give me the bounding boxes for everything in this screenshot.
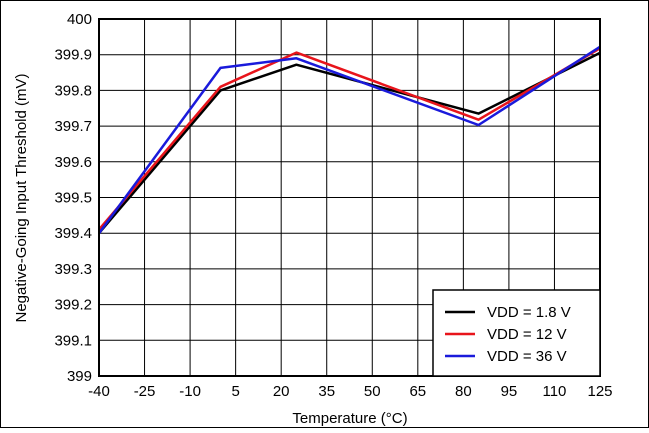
y-tick-label: 399.5	[54, 190, 92, 207]
y-axis-label: Negative-Going Input Threshold (mV)	[13, 73, 30, 322]
x-axis-label: Temperature (°C)	[292, 410, 407, 427]
y-tick-label: 399.4	[54, 225, 92, 242]
y-tick-label: 399.6	[54, 154, 92, 171]
x-tick-label: 110	[542, 383, 566, 400]
y-tick-label: 399.9	[54, 47, 92, 64]
series-lines	[97, 45, 601, 235]
legend-label-1: VDD = 1.8 V	[487, 304, 571, 321]
legend: VDD = 1.8 V VDD = 12 V VDD = 36 V	[432, 289, 601, 377]
x-tick-label: 50	[364, 383, 381, 400]
x-tick-label: -25	[134, 383, 156, 400]
series-line-2	[98, 47, 601, 231]
y-tick-label: 399.2	[54, 297, 92, 314]
x-tick-label: 5	[231, 383, 239, 400]
series-line-3	[97, 45, 601, 234]
y-tick-label: 399.1	[54, 332, 92, 349]
y-tick-label: 400	[67, 11, 92, 28]
x-tick-label: 95	[501, 383, 518, 400]
tick-labels: -40 -25 -10 5 20 35 50 65 80 95 110 125 399 399.1 399.…	[54, 11, 612, 400]
series-line-1	[98, 51, 601, 235]
y-tick-label: 399.3	[54, 261, 92, 278]
legend-label-2: VDD = 12 V	[487, 326, 567, 343]
x-tick-label: 65	[409, 383, 426, 400]
x-tick-label: 35	[318, 383, 335, 400]
y-tick-label: 399.7	[54, 118, 92, 135]
y-tick-label: 399	[67, 368, 92, 385]
x-tick-label: 20	[273, 383, 290, 400]
x-tick-label: 125	[587, 383, 612, 400]
plot-area-frame	[98, 18, 601, 377]
x-tick-label: -10	[179, 383, 201, 400]
legend-label-3: VDD = 36 V	[487, 348, 567, 365]
x-tick-label: 80	[455, 383, 472, 400]
x-tick-label: -40	[88, 383, 110, 400]
y-tick-label: 399.8	[54, 82, 92, 99]
